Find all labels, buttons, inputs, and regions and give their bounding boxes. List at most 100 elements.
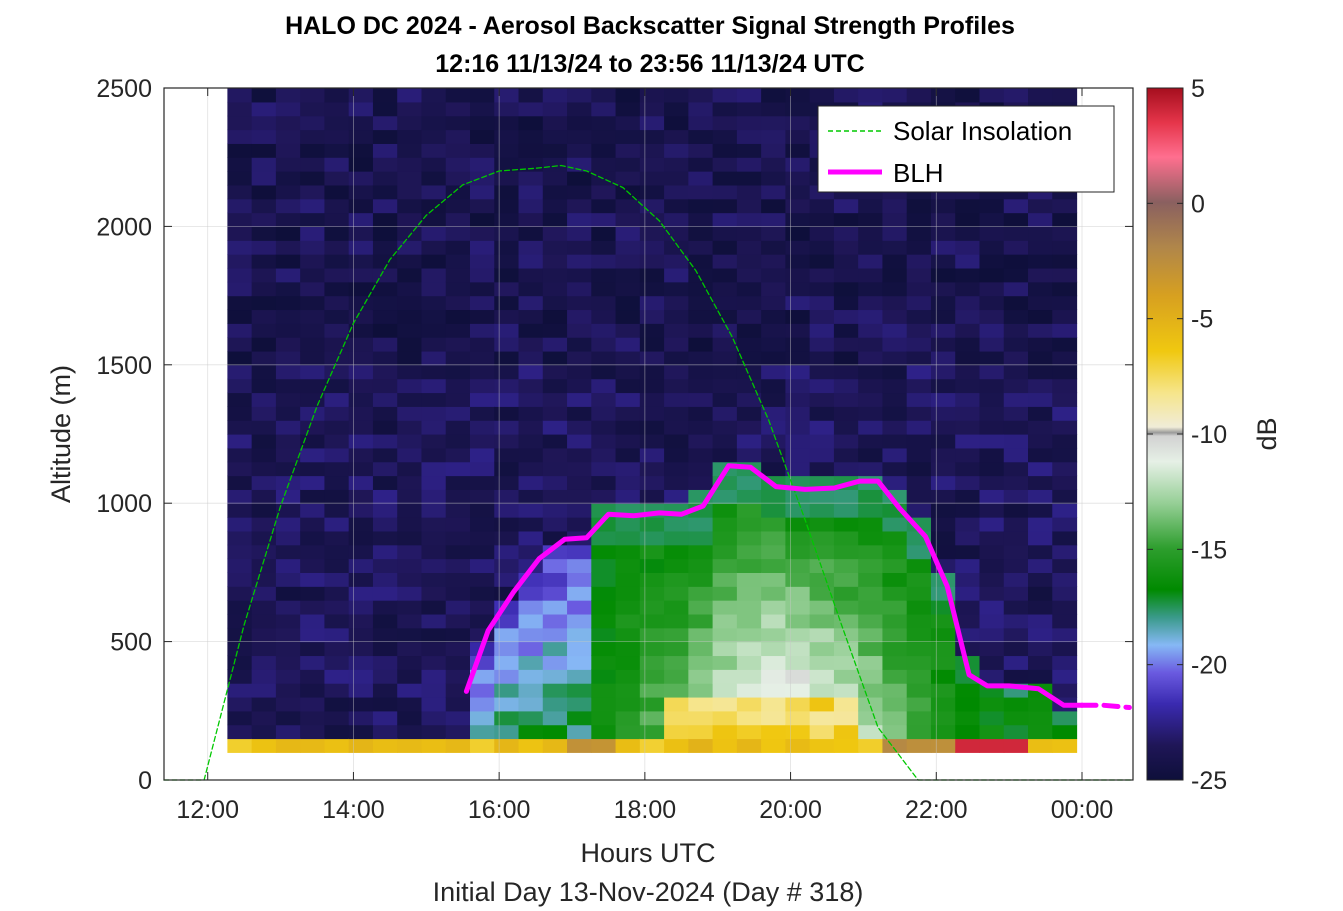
- heatmap-cell: [397, 530, 423, 546]
- heatmap-cell: [761, 309, 786, 324]
- heatmap-cell: [542, 129, 568, 144]
- heatmap-cell: [615, 309, 641, 324]
- heatmap-cell: [324, 627, 350, 643]
- heatmap-cell: [882, 613, 908, 629]
- heatmap-cell: [833, 350, 859, 366]
- heatmap-cell: [979, 544, 1005, 560]
- heatmap-cell: [421, 143, 447, 158]
- heatmap-cell: [251, 503, 277, 518]
- heatmap-cell: [1052, 600, 1078, 615]
- heatmap-cell: [1003, 337, 1029, 352]
- heatmap-cell: [275, 101, 301, 117]
- heatmap-cell: [882, 475, 908, 490]
- heatmap-cell: [882, 406, 908, 421]
- heatmap-cell: [421, 503, 447, 518]
- heatmap-cell: [251, 115, 277, 131]
- heatmap-cell: [227, 309, 253, 324]
- heatmap-cell: [567, 212, 592, 227]
- heatmap-cell: [761, 295, 786, 311]
- heatmap-cell: [930, 198, 956, 214]
- heatmap-cell: [1003, 475, 1029, 490]
- heatmap-cell: [591, 364, 617, 380]
- heatmap-cell: [567, 171, 592, 186]
- heatmap-cell: [615, 420, 641, 435]
- heatmap-cell: [979, 295, 1005, 311]
- heatmap-cell: [615, 281, 641, 297]
- heatmap-cell: [1052, 503, 1078, 518]
- heatmap-cell: [979, 378, 1005, 394]
- heatmap-cell: [251, 240, 277, 255]
- heatmap-cell: [979, 406, 1005, 421]
- heatmap-cell: [882, 198, 908, 214]
- heatmap-cell: [1052, 683, 1078, 698]
- heatmap-cell: [712, 530, 738, 546]
- heatmap-cell: [688, 88, 714, 103]
- heatmap-cell: [858, 503, 884, 518]
- heatmap-cell: [542, 447, 568, 463]
- heatmap-cell: [1028, 572, 1053, 587]
- heatmap-cell: [470, 157, 495, 172]
- heatmap-cell: [421, 226, 447, 241]
- heatmap-cell: [955, 434, 981, 449]
- heatmap-cell: [712, 572, 738, 587]
- heatmap-cell: [858, 669, 884, 684]
- heatmap-cell: [882, 364, 908, 380]
- heatmap-cell: [445, 88, 471, 103]
- heatmap-cell: [664, 572, 689, 587]
- heatmap-cell: [833, 281, 859, 297]
- heatmap-cell: [736, 295, 762, 311]
- heatmap-cell: [736, 517, 762, 532]
- heatmap-cell: [300, 447, 326, 463]
- heatmap-cell: [882, 420, 908, 435]
- heatmap-cell: [518, 143, 544, 158]
- heatmap-cell: [664, 627, 689, 643]
- heatmap-cell: [542, 655, 568, 670]
- heatmap-cell: [300, 350, 326, 366]
- heatmap-cell: [809, 295, 835, 311]
- heatmap-cell: [906, 696, 932, 712]
- heatmap-cell: [955, 517, 981, 532]
- heatmap-cell: [761, 364, 786, 380]
- heatmap-cell: [445, 683, 471, 698]
- heatmap-cell: [300, 530, 326, 546]
- heatmap-cell: [882, 267, 908, 283]
- heatmap-cell: [736, 226, 762, 241]
- heatmap-cell: [372, 88, 398, 103]
- heatmap-cell: [639, 350, 665, 366]
- heatmap-cell: [470, 572, 495, 587]
- heatmap-cell: [275, 157, 301, 172]
- heatmap-cell: [785, 240, 811, 255]
- heatmap-cell: [930, 88, 956, 103]
- heatmap-cell: [227, 655, 253, 670]
- heatmap-cell: [591, 489, 617, 504]
- heatmap-cell: [372, 710, 398, 726]
- heatmap-cell: [251, 613, 277, 629]
- heatmap-cell: [397, 475, 423, 490]
- heatmap-cell: [300, 683, 326, 698]
- heatmap-cell: [712, 323, 738, 338]
- heatmap-cell: [542, 212, 568, 227]
- heatmap-cell: [736, 489, 762, 504]
- heatmap-cell: [712, 724, 738, 740]
- heatmap-cell: [736, 627, 762, 643]
- heatmap-cell: [591, 655, 617, 670]
- heatmap-cell: [1052, 517, 1078, 532]
- heatmap-cell: [1003, 378, 1029, 394]
- heatmap-cell: [372, 724, 398, 740]
- heatmap-cell: [275, 254, 301, 269]
- heatmap-cell: [300, 267, 326, 283]
- heatmap-cell: [785, 406, 811, 421]
- heatmap-cell: [930, 544, 956, 560]
- heatmap-cell: [712, 143, 738, 158]
- heatmap-cell: [906, 267, 932, 283]
- heatmap-cell: [882, 295, 908, 311]
- heatmap-cell: [397, 461, 423, 477]
- heatmap-cell: [372, 544, 398, 560]
- heatmap-cell: [227, 461, 253, 477]
- heatmap-cell: [736, 212, 762, 227]
- heatmap-cell: [324, 572, 350, 587]
- heatmap-cell: [688, 309, 714, 324]
- heatmap-cell: [227, 724, 253, 740]
